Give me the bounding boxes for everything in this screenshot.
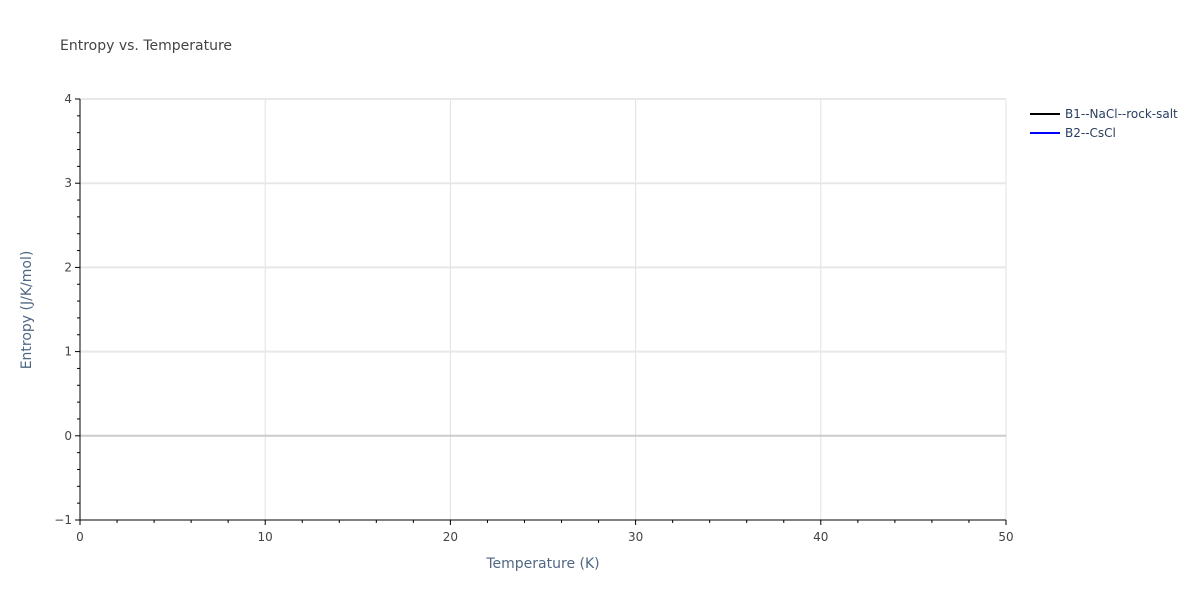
grid [80, 98, 1007, 520]
y-axis-title: Entropy (J/K/mol) [19, 251, 35, 370]
legend-item[interactable]: B2--CsCl [1030, 126, 1116, 140]
x-tick-label: 30 [628, 530, 643, 544]
y-tick-label: 1 [64, 345, 72, 359]
axes: 0 10 20 30 40 50 −1 0 1 2 3 4 [54, 92, 1013, 544]
x-tick-label: 10 [258, 530, 273, 544]
y-tick-label: −1 [54, 513, 72, 527]
x-tick-label: 40 [813, 530, 828, 544]
x-tick-label: 0 [76, 530, 84, 544]
x-tick-label: 50 [998, 530, 1013, 544]
legend[interactable]: B1--NaCl--rock-salt B2--CsCl [1030, 107, 1178, 140]
legend-item[interactable]: B1--NaCl--rock-salt [1030, 107, 1178, 121]
y-tick-label: 0 [64, 429, 72, 443]
legend-label: B2--CsCl [1065, 126, 1116, 140]
x-tick-label: 20 [443, 530, 458, 544]
y-tick-label: 4 [64, 92, 72, 106]
y-tick-label: 2 [64, 260, 72, 274]
legend-label: B1--NaCl--rock-salt [1065, 107, 1178, 121]
chart-title: Entropy vs. Temperature [60, 38, 232, 54]
x-axis-title: Temperature (K) [485, 556, 599, 572]
y-tick-label: 3 [64, 176, 72, 190]
